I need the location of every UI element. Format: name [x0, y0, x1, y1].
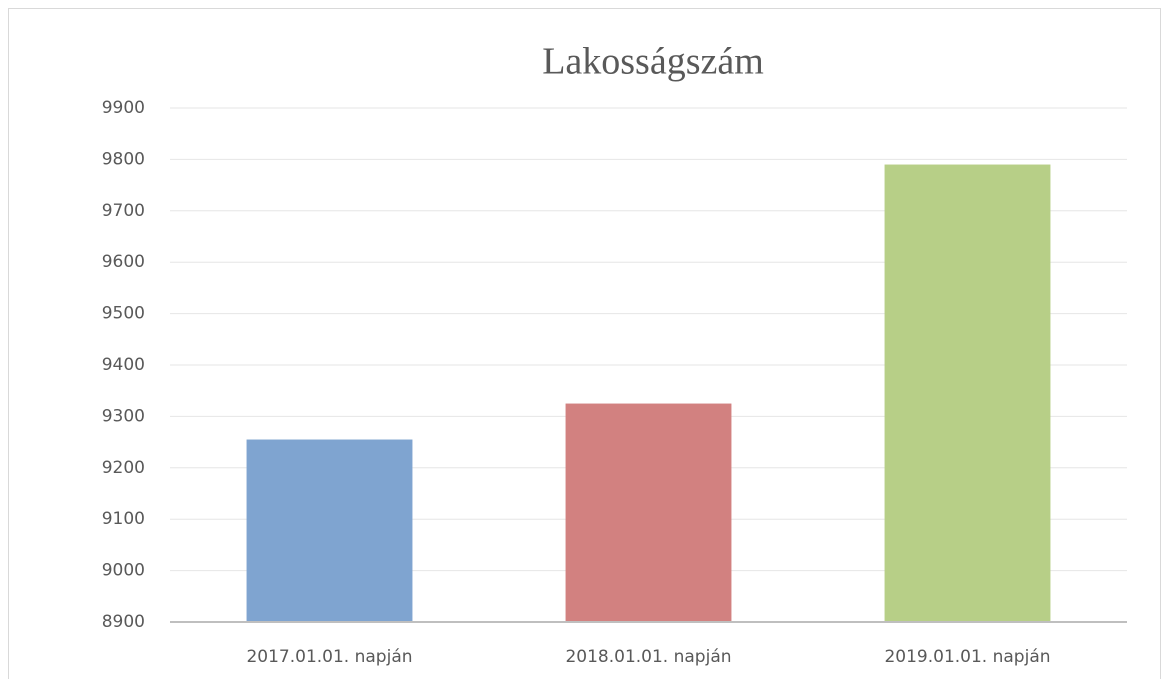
y-tick-label: 9800: [102, 149, 145, 169]
y-tick-label: 9900: [102, 98, 145, 118]
y-tick-label: 9400: [102, 355, 145, 375]
y-tick-label: 9600: [102, 252, 145, 272]
x-tick-label: 2019.01.01. napján: [884, 647, 1050, 667]
bar: [246, 439, 413, 622]
y-tick-label: 9300: [102, 406, 145, 426]
y-tick-label: 8900: [102, 612, 145, 632]
x-tick-label: 2017.01.01. napján: [246, 647, 412, 667]
bar: [884, 164, 1051, 623]
chart-title: Lakosságszám: [542, 41, 764, 83]
y-tick-label: 9200: [102, 458, 145, 478]
x-tick-label: 2018.01.01. napján: [565, 647, 731, 667]
y-tick-label: 9000: [102, 561, 145, 581]
chart-border: [8, 8, 1161, 679]
bar: [565, 403, 732, 622]
y-tick-label: 9100: [102, 509, 145, 529]
y-tick-label: 9700: [102, 201, 145, 221]
y-tick-label: 9500: [102, 304, 145, 324]
